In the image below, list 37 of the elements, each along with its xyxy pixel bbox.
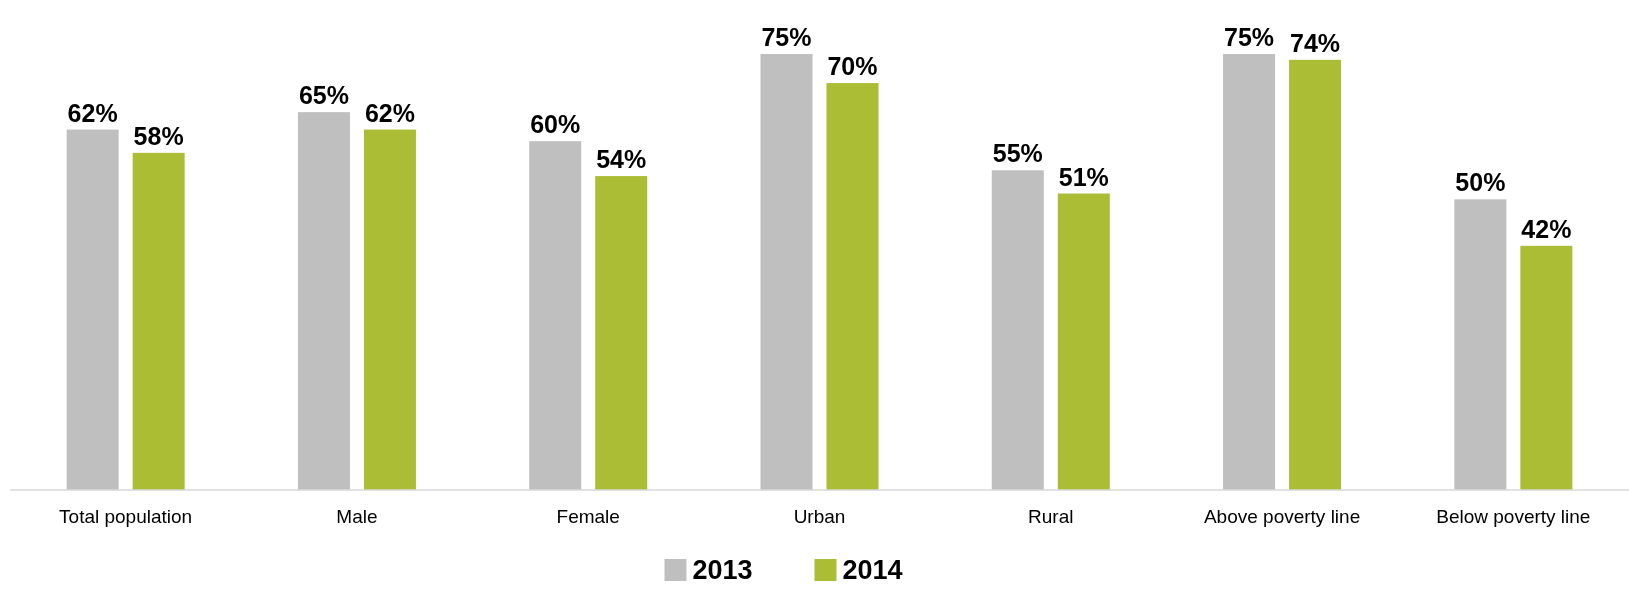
bar (1289, 59, 1342, 490)
data-label: 55% (992, 139, 1043, 168)
bar (991, 170, 1044, 490)
bar (826, 83, 879, 490)
bar (1454, 199, 1507, 490)
bar (529, 141, 582, 490)
x-tick-label: Below poverty line (1436, 506, 1591, 527)
data-label: 75% (1224, 23, 1275, 51)
bar (1520, 245, 1573, 490)
legend-label: 2014 (842, 555, 903, 585)
bar (132, 152, 185, 490)
data-label: 51% (1058, 162, 1109, 191)
data-label: 58% (133, 121, 184, 150)
x-tick-label: Male (336, 506, 378, 527)
bar (1057, 193, 1110, 490)
legend-label: 2013 (692, 555, 753, 585)
data-label: 50% (1455, 168, 1506, 197)
bar (66, 129, 119, 490)
bar (1223, 54, 1276, 490)
data-label: 62% (364, 98, 415, 127)
data-label: 70% (827, 52, 878, 81)
x-tick-label: Rural (1028, 506, 1074, 527)
bar (363, 129, 416, 490)
bar (595, 176, 648, 490)
x-tick-label: Above poverty line (1203, 506, 1361, 527)
bar (297, 112, 350, 490)
x-tick-label: Female (556, 506, 620, 527)
data-label: 75% (761, 23, 812, 51)
data-label: 65% (298, 81, 349, 110)
data-label: 60% (530, 110, 581, 139)
data-label: 42% (1521, 214, 1572, 243)
data-label: 74% (1290, 28, 1341, 57)
data-label: 62% (67, 98, 118, 127)
data-label: 54% (596, 145, 647, 174)
x-tick-label: Total population (59, 506, 193, 527)
x-tick-label: Urban (793, 506, 846, 527)
bar (760, 54, 813, 490)
